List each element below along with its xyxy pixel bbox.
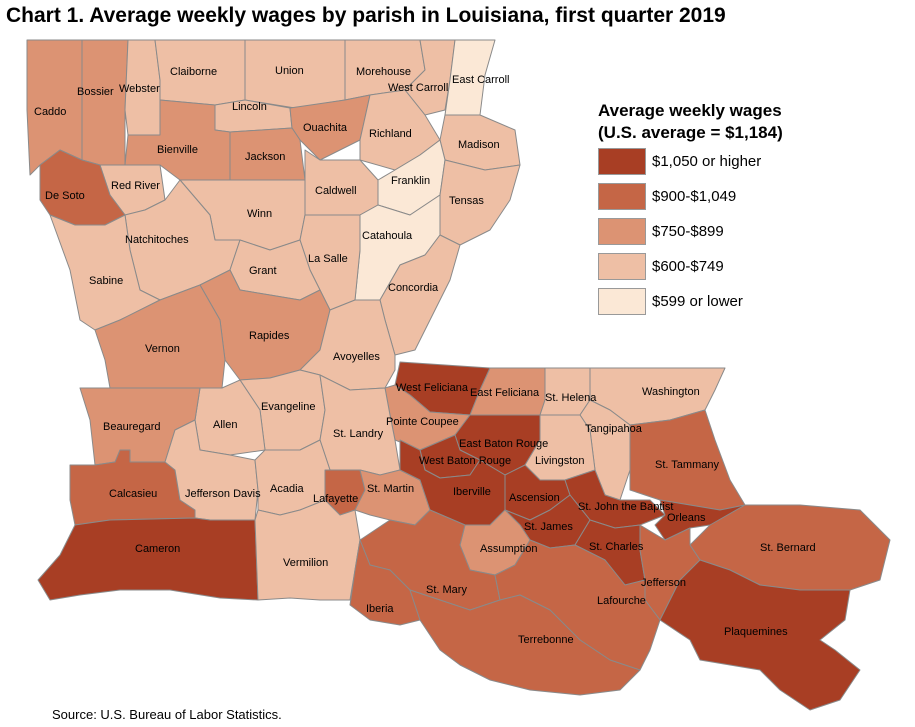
- label-st-john: St. John the Baptist: [578, 501, 673, 513]
- parish-avoyelles: [299, 299, 396, 391]
- legend-swatch: [598, 183, 646, 210]
- label-concordia: Concordia: [388, 282, 439, 294]
- parish-concordia: [379, 234, 461, 356]
- label-plaquemines: Plaquemines: [724, 626, 788, 638]
- label-beauregard: Beauregard: [103, 421, 161, 433]
- label-union: Union: [275, 65, 304, 77]
- legend: Average weekly wages (U.S. average = $1,…: [598, 100, 898, 319]
- label-calcasieu: Calcasieu: [109, 488, 157, 500]
- label-st-mary: St. Mary: [426, 584, 467, 596]
- legend-item-class-3: $600-$749: [598, 249, 898, 284]
- label-west-feliciana: West Feliciana: [396, 382, 469, 394]
- label-livingston: Livingston: [535, 455, 585, 467]
- parish-labels: Caddo Bossier Webster Claiborne Union Mo…: [34, 65, 816, 646]
- label-claiborne: Claiborne: [170, 66, 217, 78]
- label-caldwell: Caldwell: [315, 185, 357, 197]
- parish-vernon: [94, 284, 226, 389]
- label-catahoula: Catahoula: [362, 230, 413, 242]
- parish-plaquemines: [659, 559, 861, 711]
- label-st-landry: St. Landry: [333, 428, 384, 440]
- label-iberia: Iberia: [366, 603, 394, 615]
- label-bienville: Bienville: [157, 144, 198, 156]
- label-de-soto: De Soto: [45, 190, 85, 202]
- legend-swatch: [598, 218, 646, 245]
- legend-title: Average weekly wages: [598, 101, 782, 120]
- label-allen: Allen: [213, 419, 237, 431]
- label-winn: Winn: [247, 208, 272, 220]
- legend-label: $750-$899: [652, 223, 724, 240]
- label-sabine: Sabine: [89, 275, 123, 287]
- label-jefferson-davis: Jefferson Davis: [185, 488, 261, 500]
- label-rapides: Rapides: [249, 330, 290, 342]
- label-grant: Grant: [249, 265, 277, 277]
- label-evangeline: Evangeline: [261, 401, 315, 413]
- label-morehouse: Morehouse: [356, 66, 411, 78]
- legend-item-class-1: $900-$1,049: [598, 179, 898, 214]
- legend-item-class-0: $1,050 or higher: [598, 144, 898, 179]
- parish-bossier: [81, 39, 129, 166]
- label-vernon: Vernon: [145, 343, 180, 355]
- label-la-salle: La Salle: [308, 253, 348, 265]
- label-ascension: Ascension: [509, 492, 560, 504]
- label-st-martin: St. Martin: [367, 483, 414, 495]
- label-tangipahoa: Tangipahoa: [585, 423, 643, 435]
- label-assumption: Assumption: [480, 543, 537, 555]
- legend-label: $1,050 or higher: [652, 153, 762, 170]
- label-washington: Washington: [642, 386, 700, 398]
- label-west-carroll: West Carroll: [388, 82, 448, 94]
- legend-label: $600-$749: [652, 258, 724, 275]
- label-st-charles: St. Charles: [589, 541, 644, 553]
- legend-swatch: [598, 148, 646, 175]
- label-west-baton-rouge: West Baton Rouge: [419, 455, 511, 467]
- label-jackson: Jackson: [245, 151, 285, 163]
- label-ouachita: Ouachita: [303, 122, 348, 134]
- label-lafayette: Lafayette: [313, 493, 358, 505]
- parish-sabine: [49, 214, 161, 331]
- label-terrebonne: Terrebonne: [518, 634, 574, 646]
- label-richland: Richland: [369, 128, 412, 140]
- label-st-helena: St. Helena: [545, 392, 597, 404]
- legend-swatch: [598, 288, 646, 315]
- label-caddo: Caddo: [34, 106, 66, 118]
- label-red-river: Red River: [111, 180, 160, 192]
- parish-jackson: [229, 127, 306, 181]
- label-jefferson: Jefferson: [641, 577, 686, 589]
- label-iberville: Iberville: [453, 486, 491, 498]
- label-vermilion: Vermilion: [283, 557, 328, 569]
- label-franklin: Franklin: [391, 175, 430, 187]
- label-tensas: Tensas: [449, 195, 484, 207]
- label-st-james: St. James: [524, 521, 573, 533]
- label-acadia: Acadia: [270, 483, 305, 495]
- label-orleans: Orleans: [667, 512, 706, 524]
- label-avoyelles: Avoyelles: [333, 351, 380, 363]
- legend-subtitle: (U.S. average = $1,184): [598, 123, 783, 142]
- label-east-carroll: East Carroll: [452, 74, 509, 86]
- legend-label: $599 or lower: [652, 293, 743, 310]
- chart-title: Chart 1. Average weekly wages by parish …: [6, 4, 726, 27]
- legend-item-class-4: $599 or lower: [598, 284, 898, 319]
- parish-shapes: [26, 39, 891, 711]
- parish-vermilion: [254, 499, 361, 601]
- label-st-bernard: St. Bernard: [760, 542, 816, 554]
- source-note: Source: U.S. Bureau of Labor Statistics.: [52, 707, 282, 722]
- label-east-baton-rouge: East Baton Rouge: [459, 438, 548, 450]
- label-bossier: Bossier: [77, 86, 114, 98]
- label-st-tammany: St. Tammany: [655, 459, 719, 471]
- label-lafourche: Lafourche: [597, 595, 646, 607]
- legend-item-class-2: $750-$899: [598, 214, 898, 249]
- parish-terrebonne: [409, 589, 641, 696]
- legend-label: $900-$1,049: [652, 188, 737, 205]
- label-east-feliciana: East Feliciana: [470, 387, 540, 399]
- parish-cameron: [37, 517, 259, 601]
- label-cameron: Cameron: [135, 543, 180, 555]
- label-madison: Madison: [458, 139, 500, 151]
- legend-swatch: [598, 253, 646, 280]
- label-lincoln: Lincoln: [232, 101, 267, 113]
- label-pointe-coupee: Pointe Coupee: [386, 416, 459, 428]
- label-natchitoches: Natchitoches: [125, 234, 189, 246]
- label-webster: Webster: [119, 83, 160, 95]
